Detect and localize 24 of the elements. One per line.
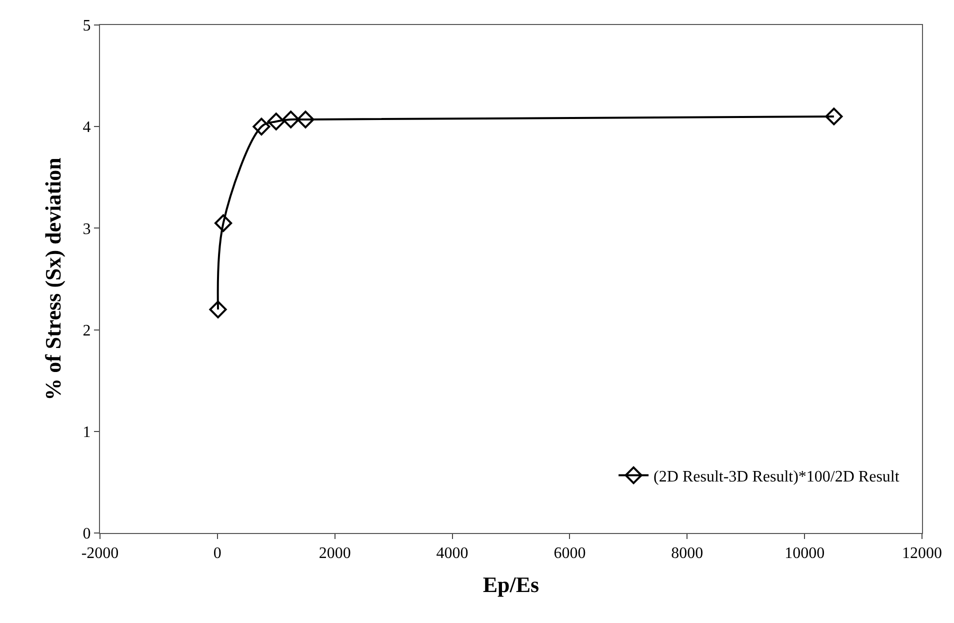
point [214,214,232,232]
legend-label: (2D Result-3D Result)*100/2D Result [654,468,900,486]
x-axis-title: Ep/Es [482,572,540,598]
point [209,300,227,318]
y-tick-label: 0 [82,526,91,543]
y-axis-title: % of Stress (Sx) deviation [40,158,66,400]
point [296,110,314,128]
y-tick-label: 2 [82,322,91,340]
point [252,118,270,136]
point [825,108,843,126]
x-tick-label: 8000 [671,545,704,562]
x-tick-label: 4000 [436,545,468,562]
y-tick-label: 3 [82,220,91,238]
y-tick-label: 4 [82,119,91,136]
x-tick-label: -2000 [81,545,119,562]
point [282,110,300,128]
point [267,112,285,130]
y-tick-label: 1 [82,424,91,441]
x-tick-label: 0 [213,545,222,562]
x-tick-label: 2000 [318,545,351,562]
x-tick-label: 6000 [554,545,586,562]
x-tick-label: 10000 [784,545,825,562]
y-tick-label: 5 [82,18,91,35]
x-tick-label: 12000 [902,545,942,562]
